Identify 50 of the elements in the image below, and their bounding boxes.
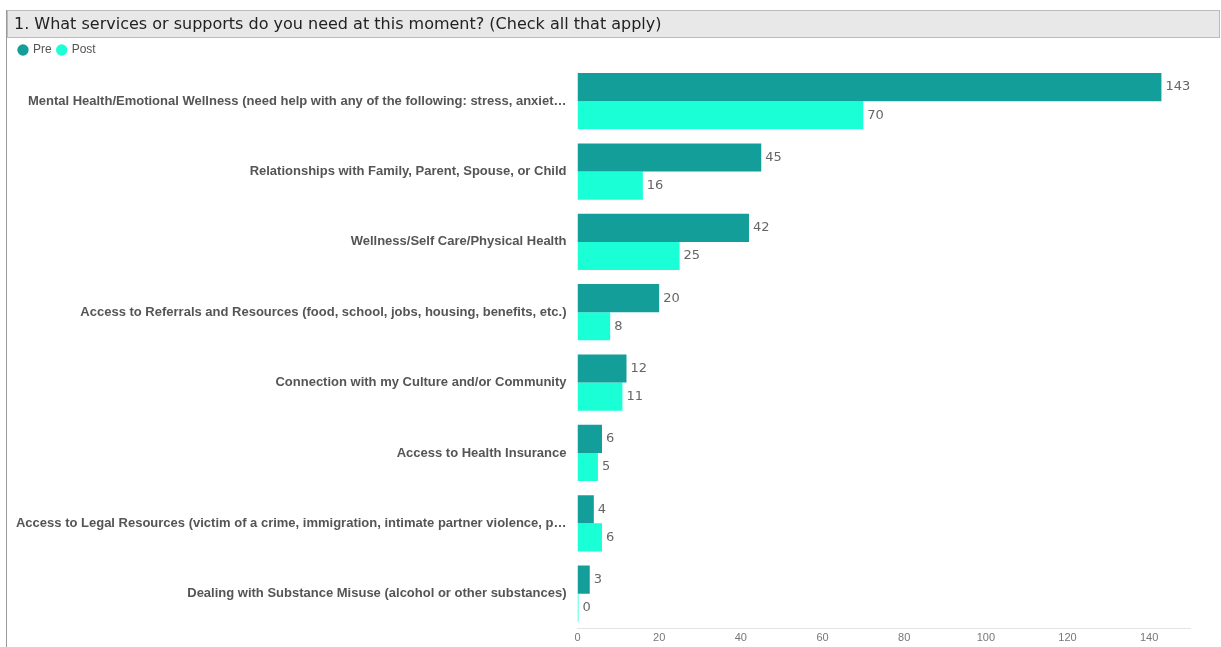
bar — [577, 354, 627, 383]
bar — [577, 424, 602, 453]
data-label: 6 — [606, 528, 615, 544]
x-tick-label: 140 — [1139, 631, 1159, 644]
y-tick-label: Access to Health Insurance — [396, 444, 567, 460]
y-tick-label: Wellness/Self Care/Physical Health — [350, 233, 567, 249]
x-tick-label: 20 — [653, 631, 666, 644]
data-label: 8 — [614, 317, 623, 333]
data-label: 25 — [683, 247, 701, 263]
y-tick-label: Access to Legal Resources (victim of a crime, immigration, intimate partner violence, p… — [15, 514, 567, 530]
x-tick-label: 80 — [898, 631, 911, 644]
bar — [577, 143, 762, 172]
x-tick-label: 40 — [734, 631, 747, 644]
y-tick-label: Mental Health/Emotional Wellness (need help with any of the following: stress, anxiet… — [27, 92, 567, 108]
data-label: 12 — [630, 359, 648, 375]
legend-label: Post — [71, 42, 97, 57]
x-tick-label: 60 — [816, 631, 829, 644]
bar — [577, 213, 749, 242]
x-tick-label: 120 — [1058, 631, 1077, 644]
bar — [577, 241, 680, 271]
data-label: 3 — [593, 570, 603, 586]
bar — [577, 101, 864, 130]
bar — [577, 284, 660, 313]
data-label: 5 — [601, 458, 611, 474]
bar — [577, 382, 623, 411]
data-label: 42 — [753, 219, 770, 235]
y-tick-label: Access to Referrals and Resources (food, school, jobs, housing, benefits, etc.) — [80, 303, 567, 319]
data-label: 45 — [765, 148, 782, 164]
x-tick-label: 100 — [976, 631, 996, 644]
x-tick-label: 0 — [574, 631, 581, 644]
bar — [577, 495, 594, 524]
y-tick-label: Connection with my Culture and/or Community — [275, 374, 568, 390]
data-label: 143 — [1165, 78, 1191, 94]
legend-label: Pre — [33, 42, 52, 57]
y-tick-label: Relationships with Family, Parent, Spouse, or Child — [249, 163, 567, 179]
bar — [577, 73, 1162, 102]
data-label: 16 — [646, 176, 664, 192]
y-tick-label: Dealing with Substance Misuse (alcohol or other substances) — [187, 585, 567, 601]
data-label: 20 — [663, 289, 680, 305]
data-label: 4 — [597, 500, 607, 516]
data-label: 70 — [867, 106, 884, 122]
bar — [577, 312, 611, 341]
bar — [577, 452, 598, 482]
text: 1. What services or supports do you need at this moment? (Check all that apply) — [7, 10, 1220, 38]
bar — [577, 565, 590, 594]
data-label: 11 — [626, 388, 643, 404]
data-label: 6 — [606, 430, 615, 446]
bar — [577, 171, 643, 200]
data-label: 0 — [582, 599, 591, 615]
bar — [577, 523, 602, 552]
